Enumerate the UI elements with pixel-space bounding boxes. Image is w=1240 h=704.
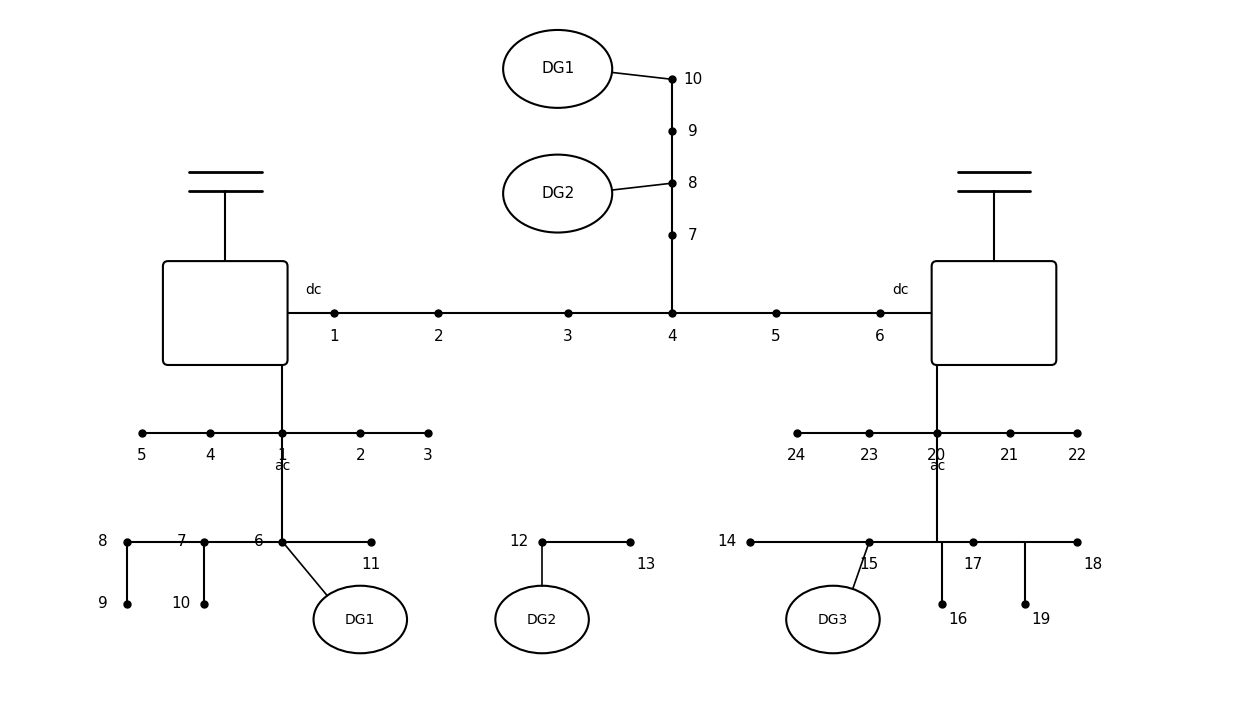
Text: dc: dc [305,283,322,296]
Text: 7: 7 [176,534,186,549]
Text: 17: 17 [963,558,983,572]
Text: 8: 8 [688,176,698,191]
Text: 5: 5 [771,329,781,344]
Text: 21: 21 [999,448,1019,463]
Text: 9: 9 [688,124,698,139]
Text: 23: 23 [859,448,879,463]
Text: 6: 6 [875,329,884,344]
Text: 11: 11 [361,558,381,572]
Text: DG1: DG1 [541,61,574,77]
Text: DG2: DG2 [541,186,574,201]
Text: 12: 12 [510,534,528,549]
Text: 19: 19 [1030,612,1050,627]
Text: 1: 1 [278,448,288,463]
Text: 15: 15 [859,558,879,572]
Text: 10: 10 [683,72,702,87]
Text: 9: 9 [98,596,108,611]
Text: ac: ac [929,459,945,473]
Text: 16: 16 [947,612,967,627]
Text: 5: 5 [138,448,148,463]
Text: 8: 8 [98,534,108,549]
Text: 1: 1 [330,329,339,344]
Text: 4: 4 [667,329,677,344]
Text: 22: 22 [1068,448,1086,463]
Text: DG3: DG3 [818,612,848,627]
Text: 3: 3 [563,329,573,344]
Text: 10: 10 [171,596,191,611]
Text: PET2: PET2 [973,304,1014,322]
Text: DG1: DG1 [345,612,376,627]
Text: 24: 24 [787,448,806,463]
Text: 2: 2 [356,448,365,463]
Text: 3: 3 [423,448,433,463]
Text: 18: 18 [1083,558,1102,572]
Text: 13: 13 [636,558,656,572]
Text: 4: 4 [205,448,215,463]
Text: dc: dc [893,283,909,296]
Text: 14: 14 [717,534,737,549]
Text: 6: 6 [254,534,264,549]
Text: 20: 20 [928,448,946,463]
FancyBboxPatch shape [931,261,1056,365]
Text: ac: ac [274,459,290,473]
Text: DG2: DG2 [527,612,557,627]
Text: PET1: PET1 [205,304,246,322]
FancyBboxPatch shape [162,261,288,365]
Text: 2: 2 [434,329,443,344]
Text: 7: 7 [688,227,698,243]
